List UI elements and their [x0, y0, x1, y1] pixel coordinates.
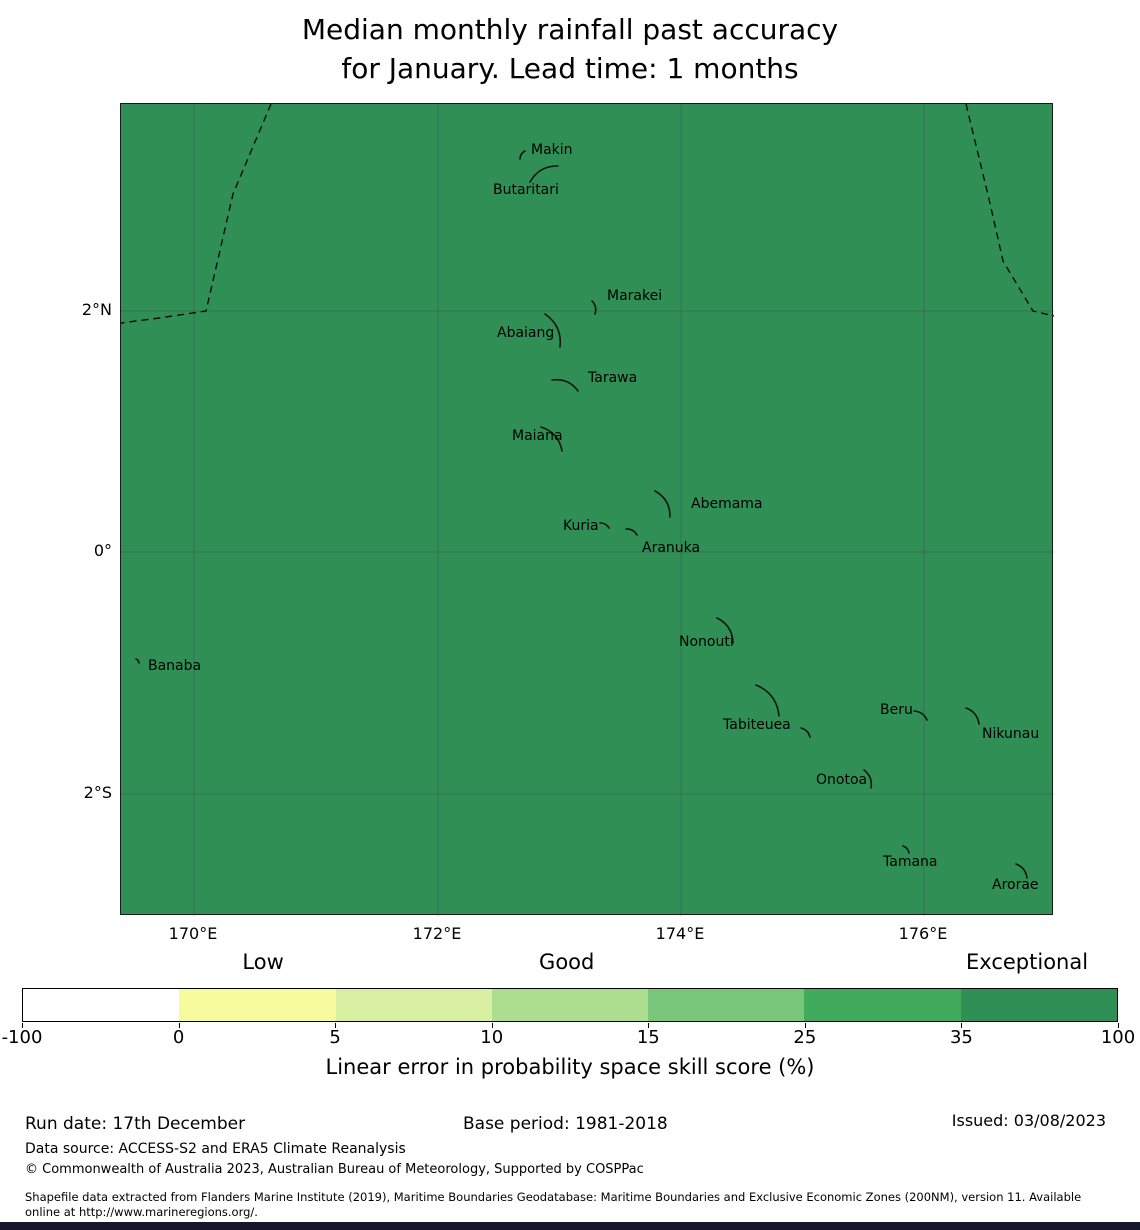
run-date-text: Run date: 17th December [25, 1114, 246, 1134]
island-label: Butaritari [493, 182, 559, 198]
colorbar [22, 988, 1118, 1022]
x-axis-tick-label: 174°E [655, 924, 705, 943]
island-marker [135, 658, 140, 664]
legend-label-low: Low [242, 950, 284, 974]
island-marker [800, 727, 811, 738]
colorbar-segment [23, 989, 180, 1021]
island-label: Beru [880, 702, 913, 718]
island-marker [519, 150, 526, 160]
colorbar-tick-mark [648, 1023, 650, 1028]
colorbar-segment [804, 989, 961, 1021]
copyright-text: © Commonwealth of Australia 2023, Austra… [25, 1162, 644, 1177]
island-label: Arorae [992, 877, 1039, 893]
colorbar-tick-mark [178, 1023, 180, 1028]
island-label: Marakei [607, 288, 663, 304]
base-period-text: Base period: 1981-2018 [463, 1114, 668, 1134]
colorbar-segment [335, 989, 492, 1021]
legend-label-exceptional: Exceptional [966, 950, 1089, 974]
island-label: Tarawa [588, 370, 638, 386]
island-marker [529, 165, 559, 183]
colorbar-tick-label: 10 [480, 1027, 504, 1048]
colorbar-tick-mark [22, 1023, 23, 1028]
colorbar-segment [648, 989, 805, 1021]
island-marker [913, 710, 928, 721]
island-label: Tamana [883, 854, 938, 870]
colorbar-tick-mark [491, 1023, 493, 1028]
colorbar-tick-mark [961, 1023, 963, 1028]
x-axis-tick-label: 170°E [168, 924, 218, 943]
colorbar-tick-label: 100 [1100, 1027, 1136, 1048]
y-axis-tick-label: 0° [93, 541, 112, 560]
colorbar-tick-label: -100 [1, 1027, 43, 1048]
colorbar-tick-label: 5 [329, 1027, 341, 1048]
island-label: Kuria [563, 518, 599, 534]
island-marker [654, 490, 671, 518]
figure-title-line2: for January. Lead time: 1 months [341, 52, 799, 85]
island-marker [551, 378, 579, 392]
data-source-text: Data source: ACCESS-S2 and ERA5 Climate … [25, 1141, 406, 1157]
island-marker [965, 707, 980, 725]
colorbar-segment [960, 989, 1117, 1021]
island-label: Nikunau [982, 726, 1040, 742]
island-label: Nonouti [679, 634, 734, 650]
x-axis-tick-label: 172°E [412, 924, 462, 943]
island-label: Onotoa [816, 772, 868, 788]
map-panel: Makin Butaritari Marakei Abaiang Tarawa Maian… [120, 103, 1054, 916]
island-marker [716, 617, 734, 644]
colorbar-tick-label: 25 [793, 1027, 817, 1048]
colorbar-axis-label: Linear error in probability space skill … [325, 1055, 815, 1079]
colorbar-segment [491, 989, 649, 1021]
island-label: Makin [531, 142, 573, 158]
colorbar-tick-mark [1118, 1023, 1119, 1028]
figure-title-line1: Median monthly rainfall past accuracy [301, 13, 839, 46]
island-marker [755, 684, 780, 717]
colorbar-tick-mark [335, 1023, 337, 1028]
y-axis-tick-label: 2°S [83, 783, 112, 802]
legend-label-good: Good [539, 950, 595, 974]
colorbar-tick-label: 35 [949, 1027, 973, 1048]
island-marker [591, 300, 597, 315]
eez-boundary-line [121, 104, 272, 324]
map-canvas [121, 104, 1054, 916]
island-marker [625, 528, 638, 536]
figure-title: Median monthly rainfall past accuracy fo… [0, 10, 1140, 88]
colorbar-tick-mark [804, 1023, 806, 1028]
y-axis-tick-label: 2°N [81, 300, 112, 319]
island-label: Tabiteuea [723, 717, 791, 733]
island-label: Aranuka [642, 540, 701, 556]
island-marker [544, 313, 562, 348]
issued-text: Issued: 03/08/2023 [951, 1111, 1106, 1130]
shapefile-note-text: Shapefile data extracted from Flanders M… [25, 1190, 1082, 1219]
colorbar-tick-label: 0 [172, 1027, 185, 1048]
island-marker [863, 769, 873, 789]
island-marker [1015, 863, 1028, 879]
island-label: Abemama [691, 496, 763, 512]
island-label: Banaba [148, 658, 202, 674]
island-marker [540, 426, 563, 452]
island-label: Abaiang [497, 325, 555, 341]
colorbar-segment [179, 989, 336, 1021]
x-axis-tick-label: 176°E [898, 924, 948, 943]
island-marker [902, 845, 910, 854]
eez-boundary-line [965, 104, 1054, 317]
colorbar-tick-label: 15 [636, 1027, 660, 1048]
island-marker [599, 522, 610, 529]
island-label: Maiana [512, 428, 563, 444]
bottom-bar [0, 1222, 1140, 1230]
